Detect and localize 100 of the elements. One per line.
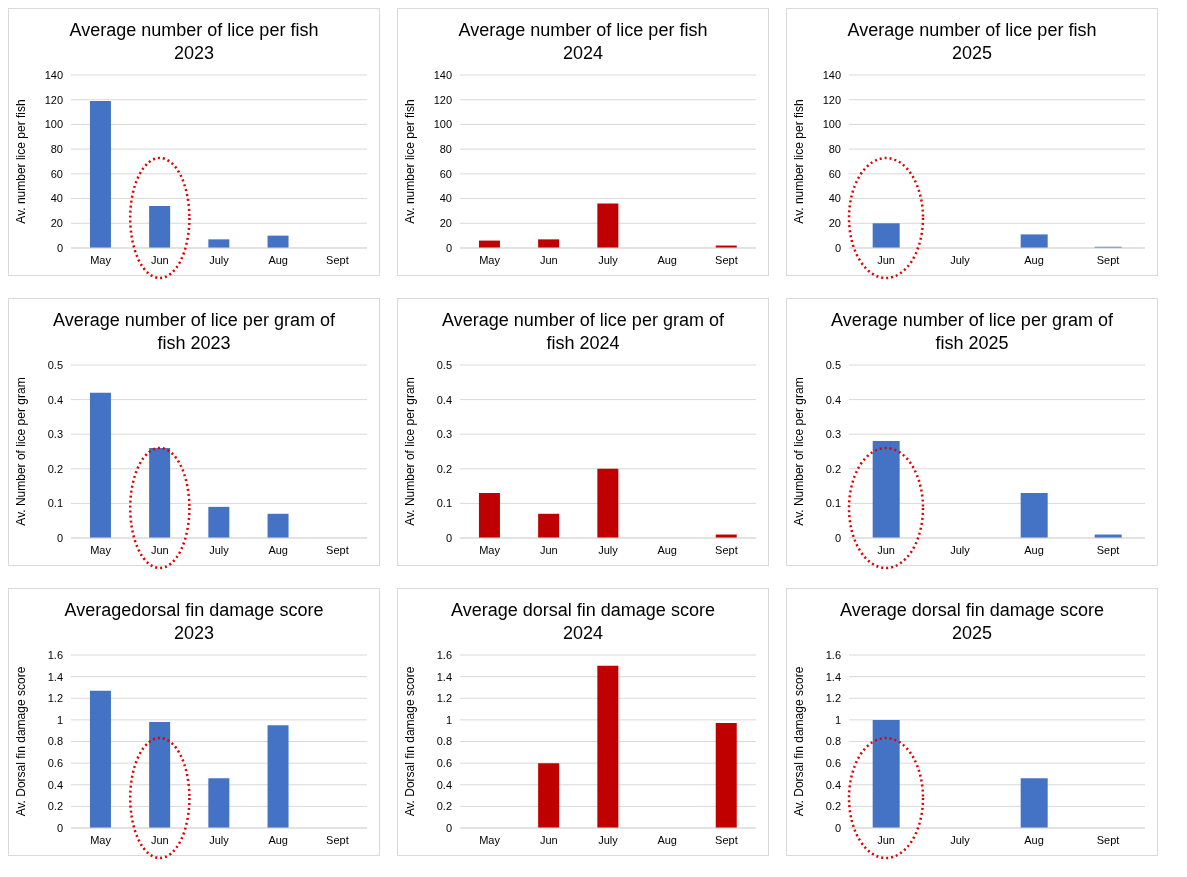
x-tick-label: Aug xyxy=(657,833,677,846)
y-tick-label: 0.5 xyxy=(47,358,63,371)
x-tick-label: Aug xyxy=(1024,253,1044,266)
y-tick-label: 120 xyxy=(44,93,63,106)
y-tick-label: 0.4 xyxy=(825,393,841,406)
y-tick-label: 0.1 xyxy=(47,497,63,510)
y-tick-label: 0.5 xyxy=(436,358,452,371)
y-tick-label: 0.2 xyxy=(825,800,841,813)
y-tick-label: 0.2 xyxy=(436,800,452,813)
chart-title: Average dorsal fin damage score 2024 xyxy=(450,599,716,645)
x-tick-label: Aug xyxy=(657,543,677,556)
chart-title: Average number of lice per gram of fish 2025 xyxy=(830,309,1114,355)
y-tick-label: 0.4 xyxy=(436,778,452,791)
y-tick-label: 1 xyxy=(56,713,63,726)
x-tick-label: Jun xyxy=(877,543,895,556)
x-tick-label: Jun xyxy=(539,833,558,846)
y-tick-label: 0.3 xyxy=(825,428,841,441)
y-axis-title: Av. number lice per fish xyxy=(403,99,418,224)
y-tick-label: 1.4 xyxy=(47,670,63,683)
y-tick-label: 0.2 xyxy=(47,800,63,813)
y-tick-label: 0.6 xyxy=(436,757,452,770)
y-tick-label: 0.1 xyxy=(436,497,452,510)
y-tick-label: 0.8 xyxy=(436,735,452,748)
y-tick-label: 0.6 xyxy=(47,757,63,770)
y-tick-label: 40 xyxy=(50,192,63,205)
x-tick-label: May xyxy=(479,543,501,556)
y-tick-label: 80 xyxy=(439,143,452,156)
y-tick-label: 40 xyxy=(439,192,452,205)
y-tick-label: 80 xyxy=(50,143,63,156)
y-axis-title: Av. number lice per fish xyxy=(792,99,807,224)
y-tick-label: 1.4 xyxy=(825,670,841,683)
y-axis-title: Av. Number of lice per gram xyxy=(403,377,418,526)
y-axis-title: Av. Number of lice per gram xyxy=(792,377,807,526)
x-tick-label: Jun xyxy=(150,543,169,556)
y-tick-label: 0.3 xyxy=(436,428,452,441)
y-tick-label: 1 xyxy=(834,713,841,726)
y-tick-label: 0.2 xyxy=(47,462,63,475)
y-tick-label: 0.8 xyxy=(825,735,841,748)
x-tick-label: July xyxy=(950,543,971,556)
y-tick-label: 0 xyxy=(56,821,63,834)
y-tick-label: 140 xyxy=(822,68,841,81)
x-tick-label: Sept xyxy=(1096,833,1120,846)
y-tick-label: 0.4 xyxy=(436,393,452,406)
x-tick-label: Sept xyxy=(326,543,349,556)
x-tick-label: May xyxy=(90,833,112,846)
x-tick-label: July xyxy=(209,833,230,846)
y-tick-label: 0.2 xyxy=(825,462,841,475)
x-tick-label: Aug xyxy=(657,253,677,266)
y-tick-label: 0 xyxy=(56,531,63,544)
x-tick-label: July xyxy=(950,253,971,266)
y-tick-label: 0.1 xyxy=(825,497,841,510)
x-tick-label: Jun xyxy=(150,833,169,846)
y-tick-label: 0 xyxy=(834,821,841,834)
y-axis-title: Av. number lice per fish xyxy=(14,99,29,224)
x-tick-label: May xyxy=(90,253,112,266)
x-tick-label: May xyxy=(479,833,501,846)
chart-title: Average number of lice per fish 2025 xyxy=(846,19,1098,65)
chart-title: Averagedorsal fin damage score 2023 xyxy=(63,599,325,645)
y-tick-label: 1.2 xyxy=(436,692,452,705)
x-tick-label: Sept xyxy=(326,253,349,266)
y-axis-title: Av. Dorsal fin damage score xyxy=(792,666,807,817)
x-tick-label: Aug xyxy=(268,253,288,266)
x-tick-label: Aug xyxy=(1024,833,1044,846)
y-tick-label: 1.6 xyxy=(436,648,452,661)
y-tick-label: 120 xyxy=(822,93,841,106)
y-tick-label: 1.2 xyxy=(47,692,63,705)
chart-title: Average number of lice per gram of fish 2024 xyxy=(441,309,725,355)
y-tick-label: 0.5 xyxy=(825,358,841,371)
y-tick-label: 1.6 xyxy=(825,648,841,661)
y-tick-label: 0.2 xyxy=(436,462,452,475)
chart-title: Average number of lice per fish 2023 xyxy=(68,19,320,65)
y-tick-label: 0.4 xyxy=(47,778,63,791)
y-tick-label: 0.8 xyxy=(47,735,63,748)
x-tick-label: Aug xyxy=(268,543,288,556)
x-tick-label: Jun xyxy=(539,543,558,556)
x-tick-label: Jun xyxy=(150,253,169,266)
x-tick-label: Sept xyxy=(1096,543,1120,556)
y-tick-label: 60 xyxy=(828,167,841,180)
y-tick-label: 0 xyxy=(445,241,452,254)
y-axis-title: Av. Number of lice per gram xyxy=(14,377,29,526)
x-tick-label: May xyxy=(90,543,112,556)
y-tick-label: 40 xyxy=(828,192,841,205)
y-tick-label: 20 xyxy=(439,217,452,230)
y-tick-label: 100 xyxy=(433,118,452,131)
x-tick-label: Aug xyxy=(1024,543,1044,556)
y-tick-label: 20 xyxy=(50,217,63,230)
y-tick-label: 0 xyxy=(445,821,452,834)
y-tick-label: 100 xyxy=(44,118,63,131)
y-tick-label: 0 xyxy=(834,531,841,544)
chart-title: Average dorsal fin damage score 2025 xyxy=(839,599,1105,645)
y-tick-label: 140 xyxy=(44,68,63,81)
y-tick-label: 0.4 xyxy=(825,778,841,791)
x-tick-label: July xyxy=(209,543,230,556)
y-axis-title: Av. Dorsal fin damage score xyxy=(14,666,29,817)
y-tick-label: 100 xyxy=(822,118,841,131)
x-tick-label: July xyxy=(950,833,971,846)
x-tick-label: July xyxy=(598,833,619,846)
x-tick-label: Aug xyxy=(268,833,288,846)
y-axis-title: Av. Dorsal fin damage score xyxy=(403,666,418,817)
x-tick-label: Jun xyxy=(877,253,895,266)
